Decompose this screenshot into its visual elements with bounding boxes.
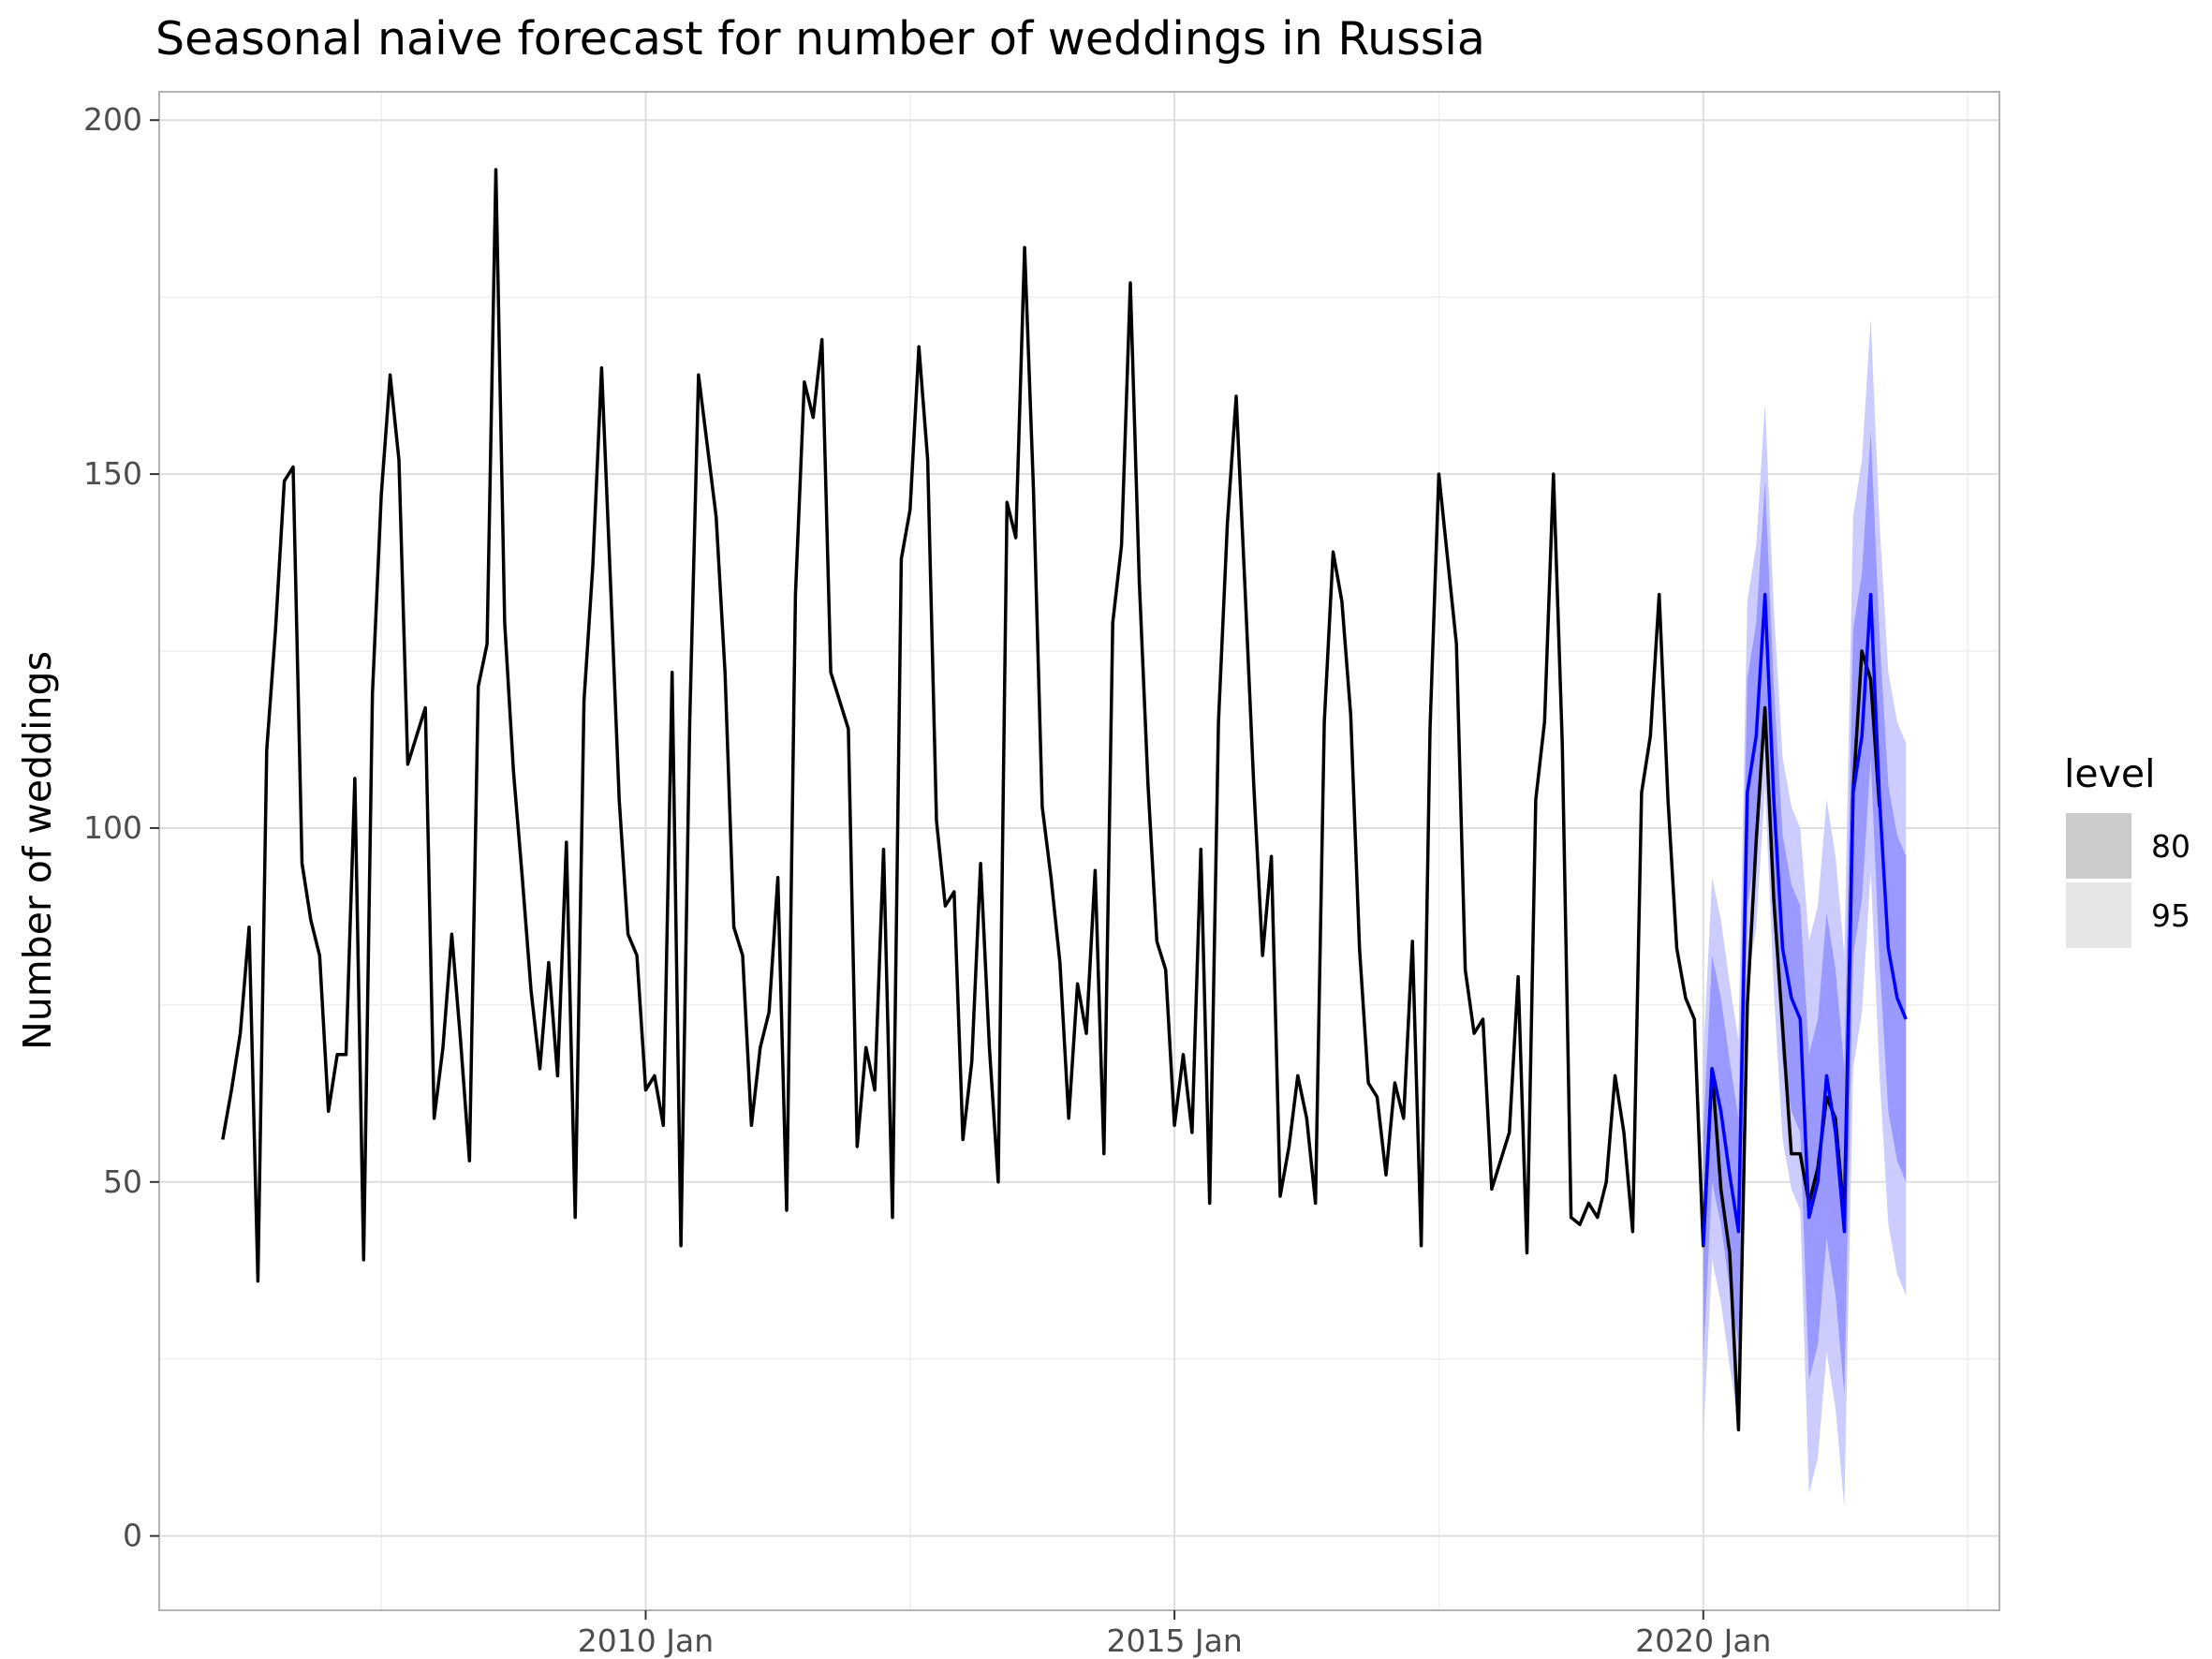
legend-label-80: 80 (2151, 828, 2190, 865)
y-axis-title: Number of weddings (15, 651, 60, 1050)
legend-title: level (2064, 751, 2156, 796)
band-80 (1703, 431, 1907, 1395)
legend-key-95 (2066, 882, 2131, 948)
panel-border (158, 91, 2000, 1611)
legend-key-80 (2066, 813, 2131, 879)
x-tick-label: 2015 Jan (1106, 1622, 1242, 1659)
legend: level 80 95 (2064, 751, 2190, 948)
legend-label-95: 95 (2151, 897, 2190, 934)
grid (159, 92, 1999, 1610)
band-95 (1703, 318, 1907, 1508)
x-tick-label: 2010 Jan (578, 1622, 714, 1659)
series (221, 168, 1908, 1432)
y-tick-label: 50 (103, 1163, 142, 1200)
x-tick-label: 2020 Jan (1635, 1622, 1771, 1659)
x-axis-ticks: 2010 Jan 2015 Jan 2020 Jan (578, 1610, 1771, 1659)
forecast-band-80 (1703, 431, 1907, 1395)
y-tick-label: 150 (83, 455, 142, 492)
observed-line (221, 168, 1881, 1432)
forecast-line (1702, 592, 1908, 1246)
y-tick-label: 100 (83, 809, 142, 846)
chart-title: Seasonal naive forecast for number of we… (155, 12, 1485, 66)
y-tick-label: 0 (123, 1518, 142, 1554)
y-axis-ticks: 0 50 100 150 200 (83, 101, 159, 1554)
forecast-band-95 (1703, 318, 1907, 1508)
y-tick-label: 200 (83, 101, 142, 138)
